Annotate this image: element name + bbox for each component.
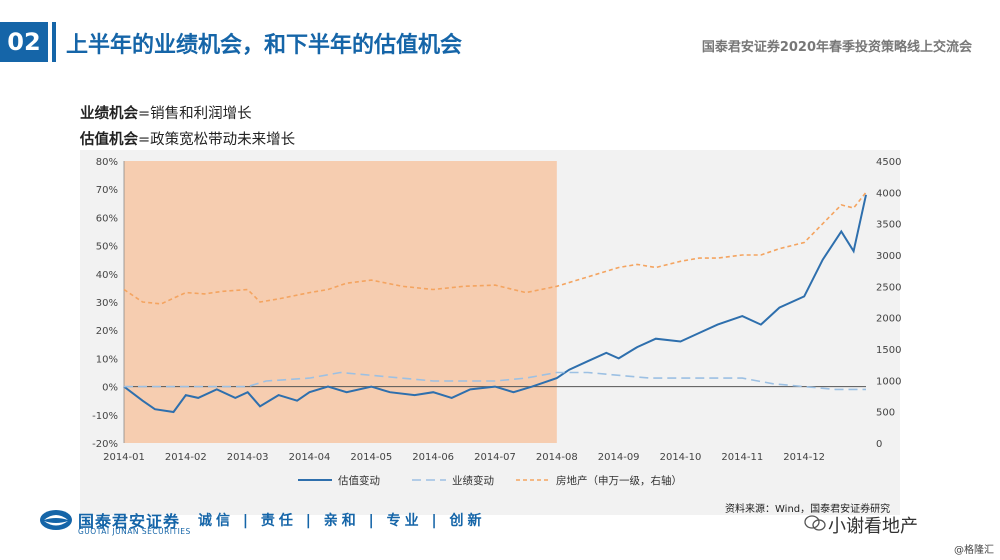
- y-tick-left: 40%: [96, 270, 118, 281]
- y-tick-right: 0: [876, 439, 882, 450]
- legend-label: 房地产（申万一级，右轴）: [556, 474, 682, 487]
- y-tick-left: 60%: [96, 213, 118, 224]
- title-accent-bar: [52, 22, 56, 62]
- company-logo-icon: [40, 510, 72, 530]
- page-title: 上半年的业绩机会，和下半年的估值机会: [66, 33, 463, 58]
- y-tick-left: 80%: [96, 157, 118, 168]
- y-tick-right: 4000: [876, 188, 901, 199]
- definition-term: 业绩机会: [80, 106, 138, 122]
- event-name: 国泰君安证券2020年春季投资策略线上交流会: [701, 40, 972, 55]
- y-tick-right: 4500: [876, 157, 901, 168]
- company-name-en: GUOTAI JUNAN SECURITIES: [78, 527, 191, 536]
- y-tick-right: 1500: [876, 345, 901, 356]
- y-tick-right: 2000: [876, 314, 901, 325]
- series-line-valuation: [123, 194, 867, 414]
- definition-earnings: 业绩机会=销售和利润增长: [80, 102, 252, 123]
- y-tick-right: 2500: [876, 282, 901, 293]
- wechat-icon: [804, 515, 826, 531]
- y-tick-left: 10%: [96, 354, 118, 365]
- company-name: 国泰君安证券: [78, 512, 181, 531]
- x-tick-label: 2014-06: [412, 452, 454, 463]
- y-tick-left: 30%: [96, 298, 118, 309]
- y-tick-left: 0%: [102, 383, 118, 394]
- definition-term: 估值机会: [80, 132, 138, 148]
- x-tick-label: 2014-02: [165, 452, 207, 463]
- legend-label: 估值变动: [338, 474, 380, 487]
- y-tick-left: 70%: [96, 185, 118, 196]
- x-tick-label: 2014-09: [598, 452, 640, 463]
- y-tick-left: -10%: [92, 411, 118, 422]
- x-tick-label: 2014-01: [103, 452, 145, 463]
- series-line-earnings: [124, 371, 866, 391]
- y-tick-left: -20%: [92, 439, 118, 450]
- definition-text: =销售和利润增长: [138, 106, 252, 122]
- company-motto: 诚信 | 责任 | 亲和 | 专业 | 创新: [198, 513, 486, 529]
- y-tick-right: 1000: [876, 376, 901, 387]
- definition-valuation: 估值机会=政策宽松带动未来增长: [80, 128, 295, 149]
- x-tick-label: 2014-07: [474, 452, 516, 463]
- x-tick-label: 2014-03: [227, 452, 269, 463]
- y-tick-right: 3000: [876, 251, 901, 262]
- x-tick-label: 2014-10: [660, 452, 702, 463]
- x-tick-label: 2014-12: [783, 452, 825, 463]
- wechat-account: 小谢看地产: [828, 516, 918, 537]
- shaded-region: [124, 161, 557, 443]
- x-tick-label: 2014-11: [721, 452, 763, 463]
- y-tick-left: 20%: [96, 326, 118, 337]
- series-line-property: [123, 191, 867, 305]
- y-tick-right: 3500: [876, 220, 901, 231]
- legend-label: 业绩变动: [452, 474, 494, 487]
- data-source: 资料来源：Wind，国泰君安证券研究: [725, 504, 891, 515]
- watermark: @格隆汇: [954, 545, 994, 556]
- y-tick-left: 50%: [96, 242, 118, 253]
- x-tick-label: 2014-05: [350, 452, 392, 463]
- y-tick-right: 500: [876, 408, 895, 419]
- x-tick-label: 2014-04: [289, 452, 331, 463]
- definition-text: =政策宽松带动未来增长: [138, 132, 296, 148]
- x-tick-label: 2014-08: [536, 452, 578, 463]
- slide-number: 02: [0, 22, 48, 62]
